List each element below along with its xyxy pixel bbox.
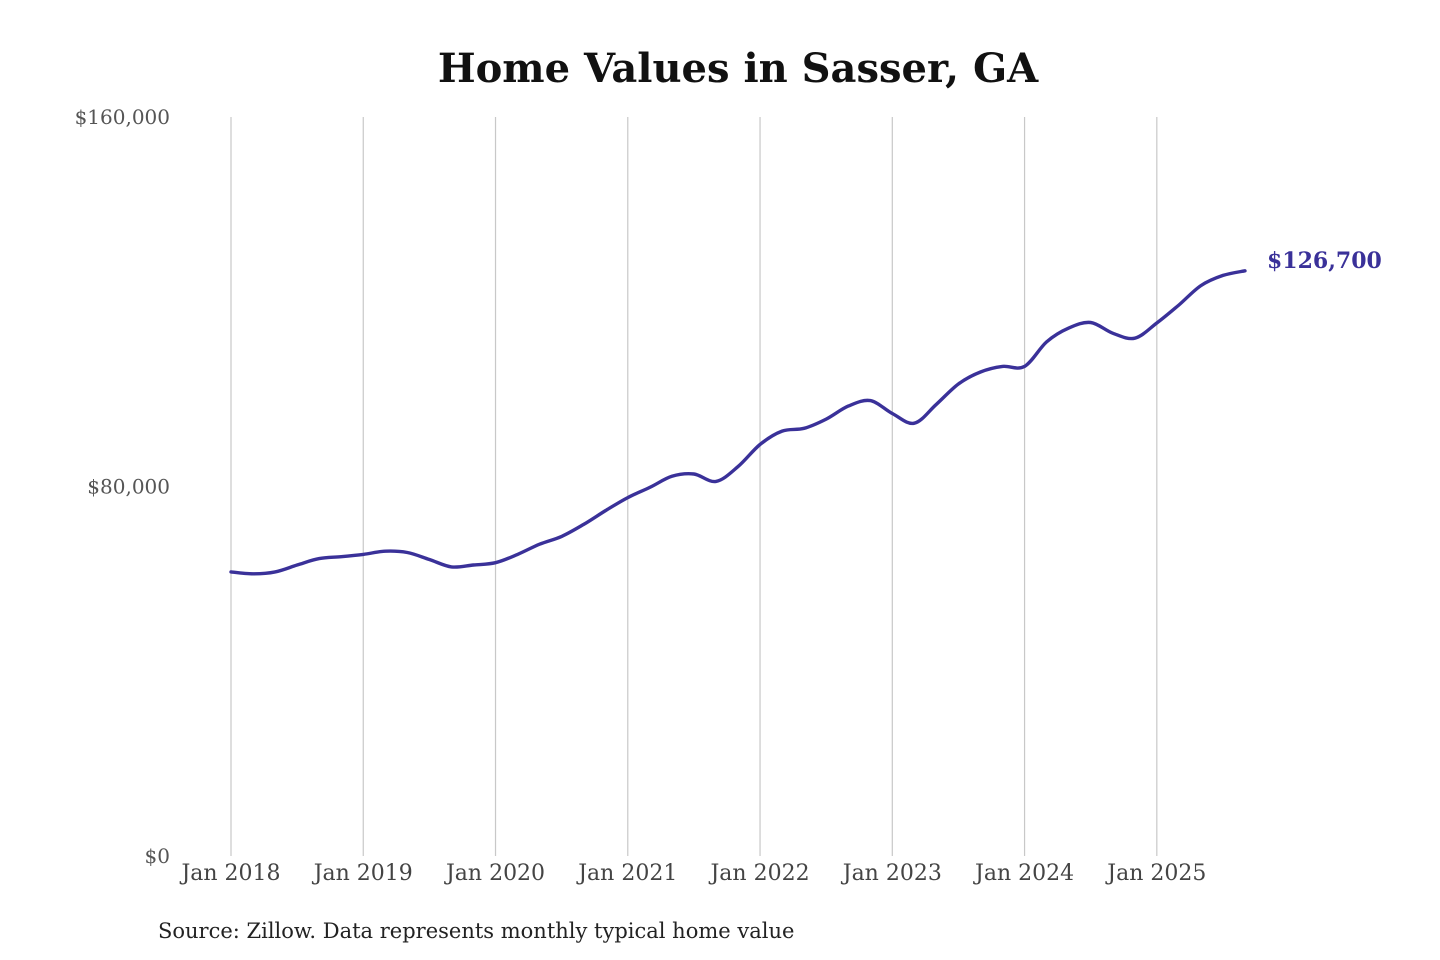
source-note: Source: Zillow. Data represents monthly …: [158, 919, 794, 943]
x-tick-label-2024-01: Jan 2024: [973, 861, 1074, 886]
data-point-2019-07: [428, 558, 431, 561]
gridlines: [230, 117, 1158, 856]
data-point-2018-01: [229, 570, 232, 573]
y-axis-ticks: $0 $80,000 $160,000: [75, 105, 170, 868]
data-point-2018-05: [274, 570, 277, 573]
data-point-2019-09: [450, 565, 453, 568]
data-point-2024-01: [1023, 365, 1026, 368]
home-value-series-line: [229, 269, 1247, 576]
data-point-2019-05: [406, 551, 409, 554]
y-tick-label-80000: $80,000: [87, 475, 170, 499]
latest-value-label: $126,700: [1267, 248, 1382, 274]
data-point-2020-01: [494, 561, 497, 564]
data-point-2025-09: [1243, 269, 1246, 272]
x-tick-label-2020-01: Jan 2020: [444, 861, 545, 886]
data-point-2024-05: [1067, 327, 1070, 330]
data-point-2018-03: [251, 572, 254, 575]
data-point-2018-11: [340, 555, 343, 558]
x-tick-label-2023-01: Jan 2023: [841, 861, 942, 886]
data-point-2022-05: [803, 427, 806, 430]
series-points: [229, 269, 1246, 575]
data-point-2025-05: [1199, 284, 1202, 287]
data-point-2024-11: [1133, 337, 1136, 340]
data-point-2024-03: [1045, 340, 1048, 343]
data-point-2022-11: [869, 399, 872, 402]
y-tick-label-0: $0: [145, 844, 170, 868]
data-point-2023-07: [957, 382, 960, 385]
data-point-2019-01: [362, 553, 365, 556]
data-point-2025-03: [1177, 303, 1180, 306]
data-point-2022-01: [758, 443, 761, 446]
data-point-2021-05: [670, 475, 673, 478]
data-point-2021-07: [692, 472, 695, 475]
data-point-2023-01: [891, 412, 894, 415]
data-point-2022-03: [781, 430, 784, 433]
data-point-2025-07: [1221, 274, 1224, 277]
data-point-2025-01: [1155, 321, 1158, 324]
x-tick-label-2021-01: Jan 2021: [576, 861, 677, 886]
data-point-2019-03: [384, 550, 387, 553]
y-tick-label-160000: $160,000: [75, 105, 170, 129]
data-point-2018-09: [318, 557, 321, 560]
data-point-2021-01: [626, 496, 629, 499]
data-point-2018-07: [296, 563, 299, 566]
x-tick-label-2025-01: Jan 2025: [1105, 861, 1206, 886]
chart-title: Home Values in Sasser, GA: [438, 45, 1039, 92]
data-point-2020-05: [538, 543, 541, 546]
x-tick-label-2022-01: Jan 2022: [708, 861, 809, 886]
x-axis-ticks: Jan 2018 Jan 2019 Jan 2020 Jan 2021 Jan 2022…: [179, 861, 1206, 886]
data-point-2021-11: [736, 465, 739, 468]
data-point-2020-11: [604, 509, 607, 512]
data-point-2023-11: [1001, 365, 1004, 368]
data-point-2023-09: [979, 370, 982, 373]
x-tick-label-2018-01: Jan 2018: [179, 861, 280, 886]
data-point-2021-09: [714, 480, 717, 483]
x-tick-label-2019-01: Jan 2019: [312, 861, 413, 886]
data-point-2022-07: [825, 418, 828, 421]
data-point-2024-09: [1111, 332, 1114, 335]
data-point-2020-09: [582, 523, 585, 526]
data-point-2020-03: [516, 553, 519, 556]
data-point-2019-11: [472, 563, 475, 566]
data-point-2024-07: [1089, 321, 1092, 324]
data-point-2023-03: [913, 422, 916, 425]
data-point-2021-03: [648, 486, 651, 489]
data-point-2023-05: [935, 403, 938, 406]
data-point-2020-07: [560, 535, 563, 538]
data-point-2022-09: [847, 405, 850, 408]
